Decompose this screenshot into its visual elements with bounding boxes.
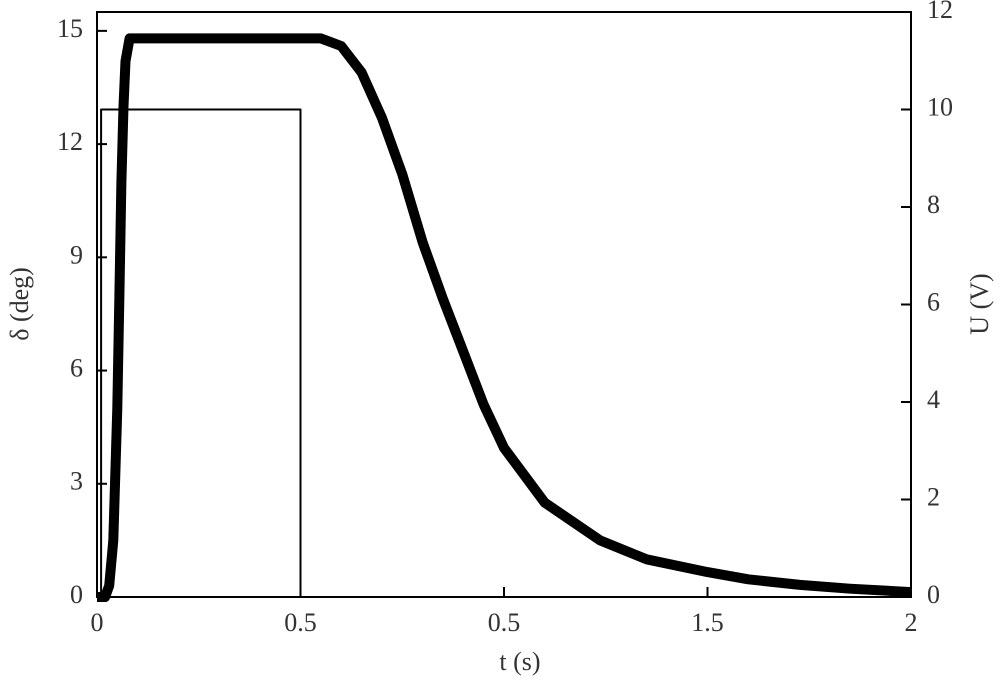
x-tick-label: 2 bbox=[905, 608, 918, 637]
y-tick-label: 15 bbox=[57, 14, 83, 43]
x-axis-label: t (s) bbox=[499, 647, 540, 676]
y2-tick-label: 2 bbox=[927, 482, 940, 511]
y-tick-label: 3 bbox=[70, 467, 83, 496]
y-tick-label: 12 bbox=[57, 127, 83, 156]
y2-tick-label: 12 bbox=[927, 0, 953, 24]
x-tick-label: 0.5 bbox=[488, 608, 521, 637]
y2-tick-label: 10 bbox=[927, 92, 953, 121]
y2-tick-label: 0 bbox=[927, 580, 940, 609]
x-tick-label: 1.5 bbox=[691, 608, 724, 637]
y2-tick-label: 4 bbox=[927, 385, 940, 414]
plot-frame bbox=[96, 11, 912, 598]
data-line bbox=[97, 33, 912, 602]
y-tick-label: 9 bbox=[70, 240, 83, 269]
y-axis-label: δ (deg) bbox=[5, 267, 34, 341]
x-tick-label: 0.5 bbox=[284, 608, 317, 637]
y2-axis-label: U (V) bbox=[965, 273, 994, 334]
y2-tick-label: 8 bbox=[927, 190, 940, 219]
y-tick-label: 0 bbox=[70, 580, 83, 609]
x-tick-label: 0 bbox=[91, 608, 104, 637]
data-line bbox=[100, 108, 302, 597]
y2-tick-label: 6 bbox=[927, 287, 940, 316]
y-tick-label: 6 bbox=[70, 354, 83, 383]
